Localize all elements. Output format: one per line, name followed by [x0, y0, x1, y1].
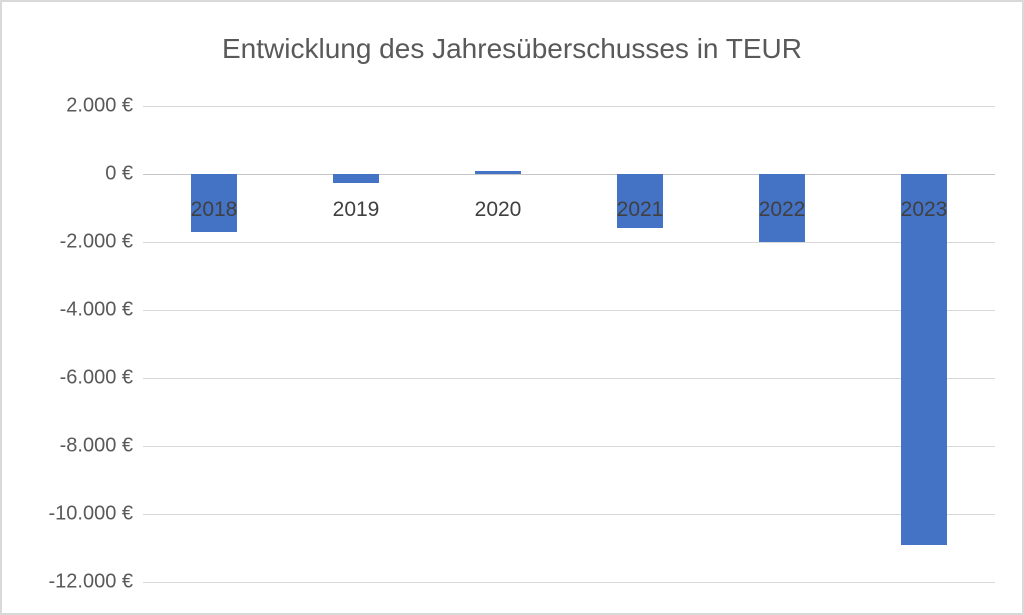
gridline: [143, 106, 995, 107]
y-axis-tick-label: -12.000 €: [48, 570, 133, 593]
gridline: [143, 446, 995, 447]
bar-2023: [901, 174, 947, 545]
x-axis-label-2023: 2023: [900, 198, 948, 221]
bar-2021: [617, 174, 663, 229]
bar-2019: [333, 174, 379, 183]
x-axis-label-2022: 2022: [758, 198, 806, 221]
plot-area: 2018 2019 2020 2021 2022 2023: [143, 106, 995, 583]
gridline: [143, 514, 995, 515]
y-axis-tick-label: -10.000 €: [48, 502, 133, 525]
gridline: [143, 378, 995, 379]
y-axis-tick-label: -6.000 €: [59, 366, 133, 389]
y-axis-tick-label: -2.000 €: [59, 230, 133, 253]
x-axis-label-2021: 2021: [616, 198, 664, 221]
gridline: [143, 242, 995, 243]
x-axis-zero-line: [143, 174, 995, 175]
y-axis-tick-label: -8.000 €: [59, 434, 133, 457]
gridline: [143, 582, 995, 583]
x-axis-label-2020: 2020: [474, 198, 522, 221]
y-axis-tick-label: 2.000 €: [66, 94, 133, 117]
chart-title: Entwicklung des Jahresüberschusses in TE…: [222, 33, 802, 64]
y-axis-tick-label: 0 €: [105, 162, 133, 185]
bar-2022: [759, 174, 805, 242]
y-axis: 2.000 € 0 € -2.000 € -4.000 € -6.000 € -8.000…: [2, 95, 133, 593]
bar-2018: [191, 174, 237, 232]
gridline: [143, 310, 995, 311]
bar-2020: [475, 170, 521, 174]
y-axis-tick-label: -4.000 €: [59, 298, 133, 321]
x-axis-label-2019: 2019: [332, 198, 380, 221]
x-axis-label-2018: 2018: [190, 198, 238, 221]
